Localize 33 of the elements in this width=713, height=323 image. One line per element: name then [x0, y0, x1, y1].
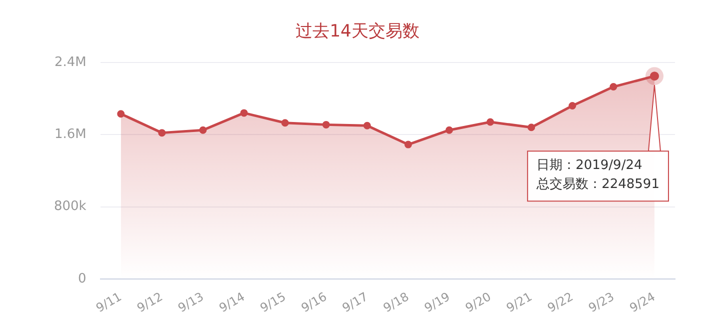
y-tick-label: 800k [54, 199, 87, 214]
x-tick-label: 9/14 [216, 289, 248, 316]
x-tick-label: 9/11 [94, 289, 124, 316]
annotation: 日期：2019/9/24 总交易数：2248591 [536, 158, 660, 192]
point [445, 126, 453, 134]
y-tick-label: 2.4M [54, 54, 86, 70]
point [486, 118, 494, 126]
point [404, 140, 412, 148]
x-tick-label: 9/20 [463, 289, 494, 316]
y-tick-label: 0 [78, 271, 86, 286]
x-tick-label: 9/24 [627, 289, 658, 316]
point [568, 102, 576, 110]
point [528, 124, 536, 132]
x-tick-label: 9/16 [298, 289, 330, 316]
chart-title: 过去14天交易数 [296, 22, 420, 42]
x-tick-label: 9/22 [545, 289, 576, 316]
point [158, 129, 166, 137]
x-tick-label: 9/15 [258, 289, 288, 316]
x-tick-label: 9/17 [340, 289, 370, 316]
point [240, 109, 248, 117]
x-tick-label: 9/13 [176, 289, 206, 316]
point [322, 120, 330, 128]
x-tick-label: 9/19 [422, 289, 452, 316]
point [199, 126, 207, 134]
point [117, 110, 125, 118]
point [610, 83, 618, 91]
y-tick-label: 1.6M [54, 126, 86, 142]
x-tick-label: 9/12 [134, 289, 165, 316]
x-tick-label: 9/23 [586, 289, 616, 316]
x-tick-label: 9/18 [380, 289, 412, 316]
x-tick-label: 9/21 [504, 289, 534, 316]
point [281, 119, 289, 127]
point [363, 122, 371, 130]
